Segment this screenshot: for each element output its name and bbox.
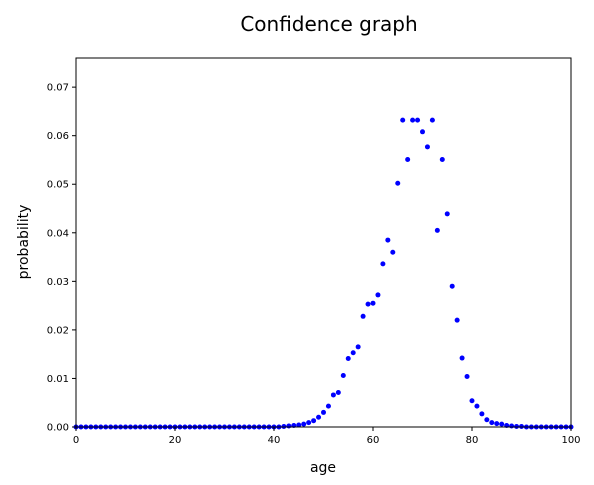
data-point [306,420,312,426]
data-point [420,129,425,135]
data-point [464,374,470,380]
x-axis-label: age [310,460,336,476]
data-point [385,237,391,243]
data-point [335,390,341,396]
data-point [474,403,480,409]
data-point [355,344,361,350]
y-tick-label: 0.00 [47,423,69,434]
data-point [494,421,500,427]
data-point [345,356,351,362]
data-point [410,117,416,123]
data-point [429,117,435,123]
plot-frame [75,57,572,428]
y-axis-ticks: 0.00 0.01 0.02 0.03 0.04 0.05 0.06 0.07 [47,83,76,434]
data-point [380,261,386,267]
y-tick-label: 0.06 [47,131,69,142]
data-point [350,350,356,356]
x-tick-label: 0 [73,435,79,446]
data-point [415,117,421,123]
data-point [370,300,376,306]
data-point [479,411,485,417]
data-point [321,409,326,415]
data-point [459,355,465,361]
data-point [340,373,346,379]
data-point [424,144,430,150]
y-tick-label: 0.01 [47,374,69,385]
x-tick-label: 100 [561,435,580,446]
data-point [489,420,495,426]
chart-title: Confidence graph [240,12,417,36]
y-tick-label: 0.02 [47,325,69,336]
data-point [395,180,401,186]
data-point [400,117,406,123]
data-point [286,423,292,429]
data-point [296,422,302,428]
data-point [316,414,322,420]
data-point [439,156,445,162]
data-points [73,117,574,430]
data-point [375,292,381,298]
x-tick-label: 20 [169,435,182,446]
data-point [360,313,366,319]
x-axis-ticks: 0 20 40 60 80 100 [73,427,581,446]
data-point [301,421,307,427]
data-point [454,317,460,323]
data-point [449,283,455,289]
y-tick-label: 0.03 [47,277,69,288]
y-axis-label: probability [16,205,32,280]
data-point [484,417,490,423]
y-tick-label: 0.07 [47,83,69,94]
data-point [390,249,396,255]
x-tick-label: 80 [466,435,479,446]
data-point [434,227,440,233]
data-point [509,423,515,429]
data-point [499,421,505,427]
data-point [405,156,411,162]
x-tick-label: 40 [268,435,281,446]
y-tick-label: 0.05 [47,180,69,191]
y-tick-label: 0.04 [47,228,69,239]
data-point [311,418,317,424]
data-point [325,403,331,409]
data-point [365,301,371,307]
data-point [444,211,450,217]
data-point [330,392,336,398]
data-point [469,398,475,404]
x-tick-label: 60 [367,435,380,446]
